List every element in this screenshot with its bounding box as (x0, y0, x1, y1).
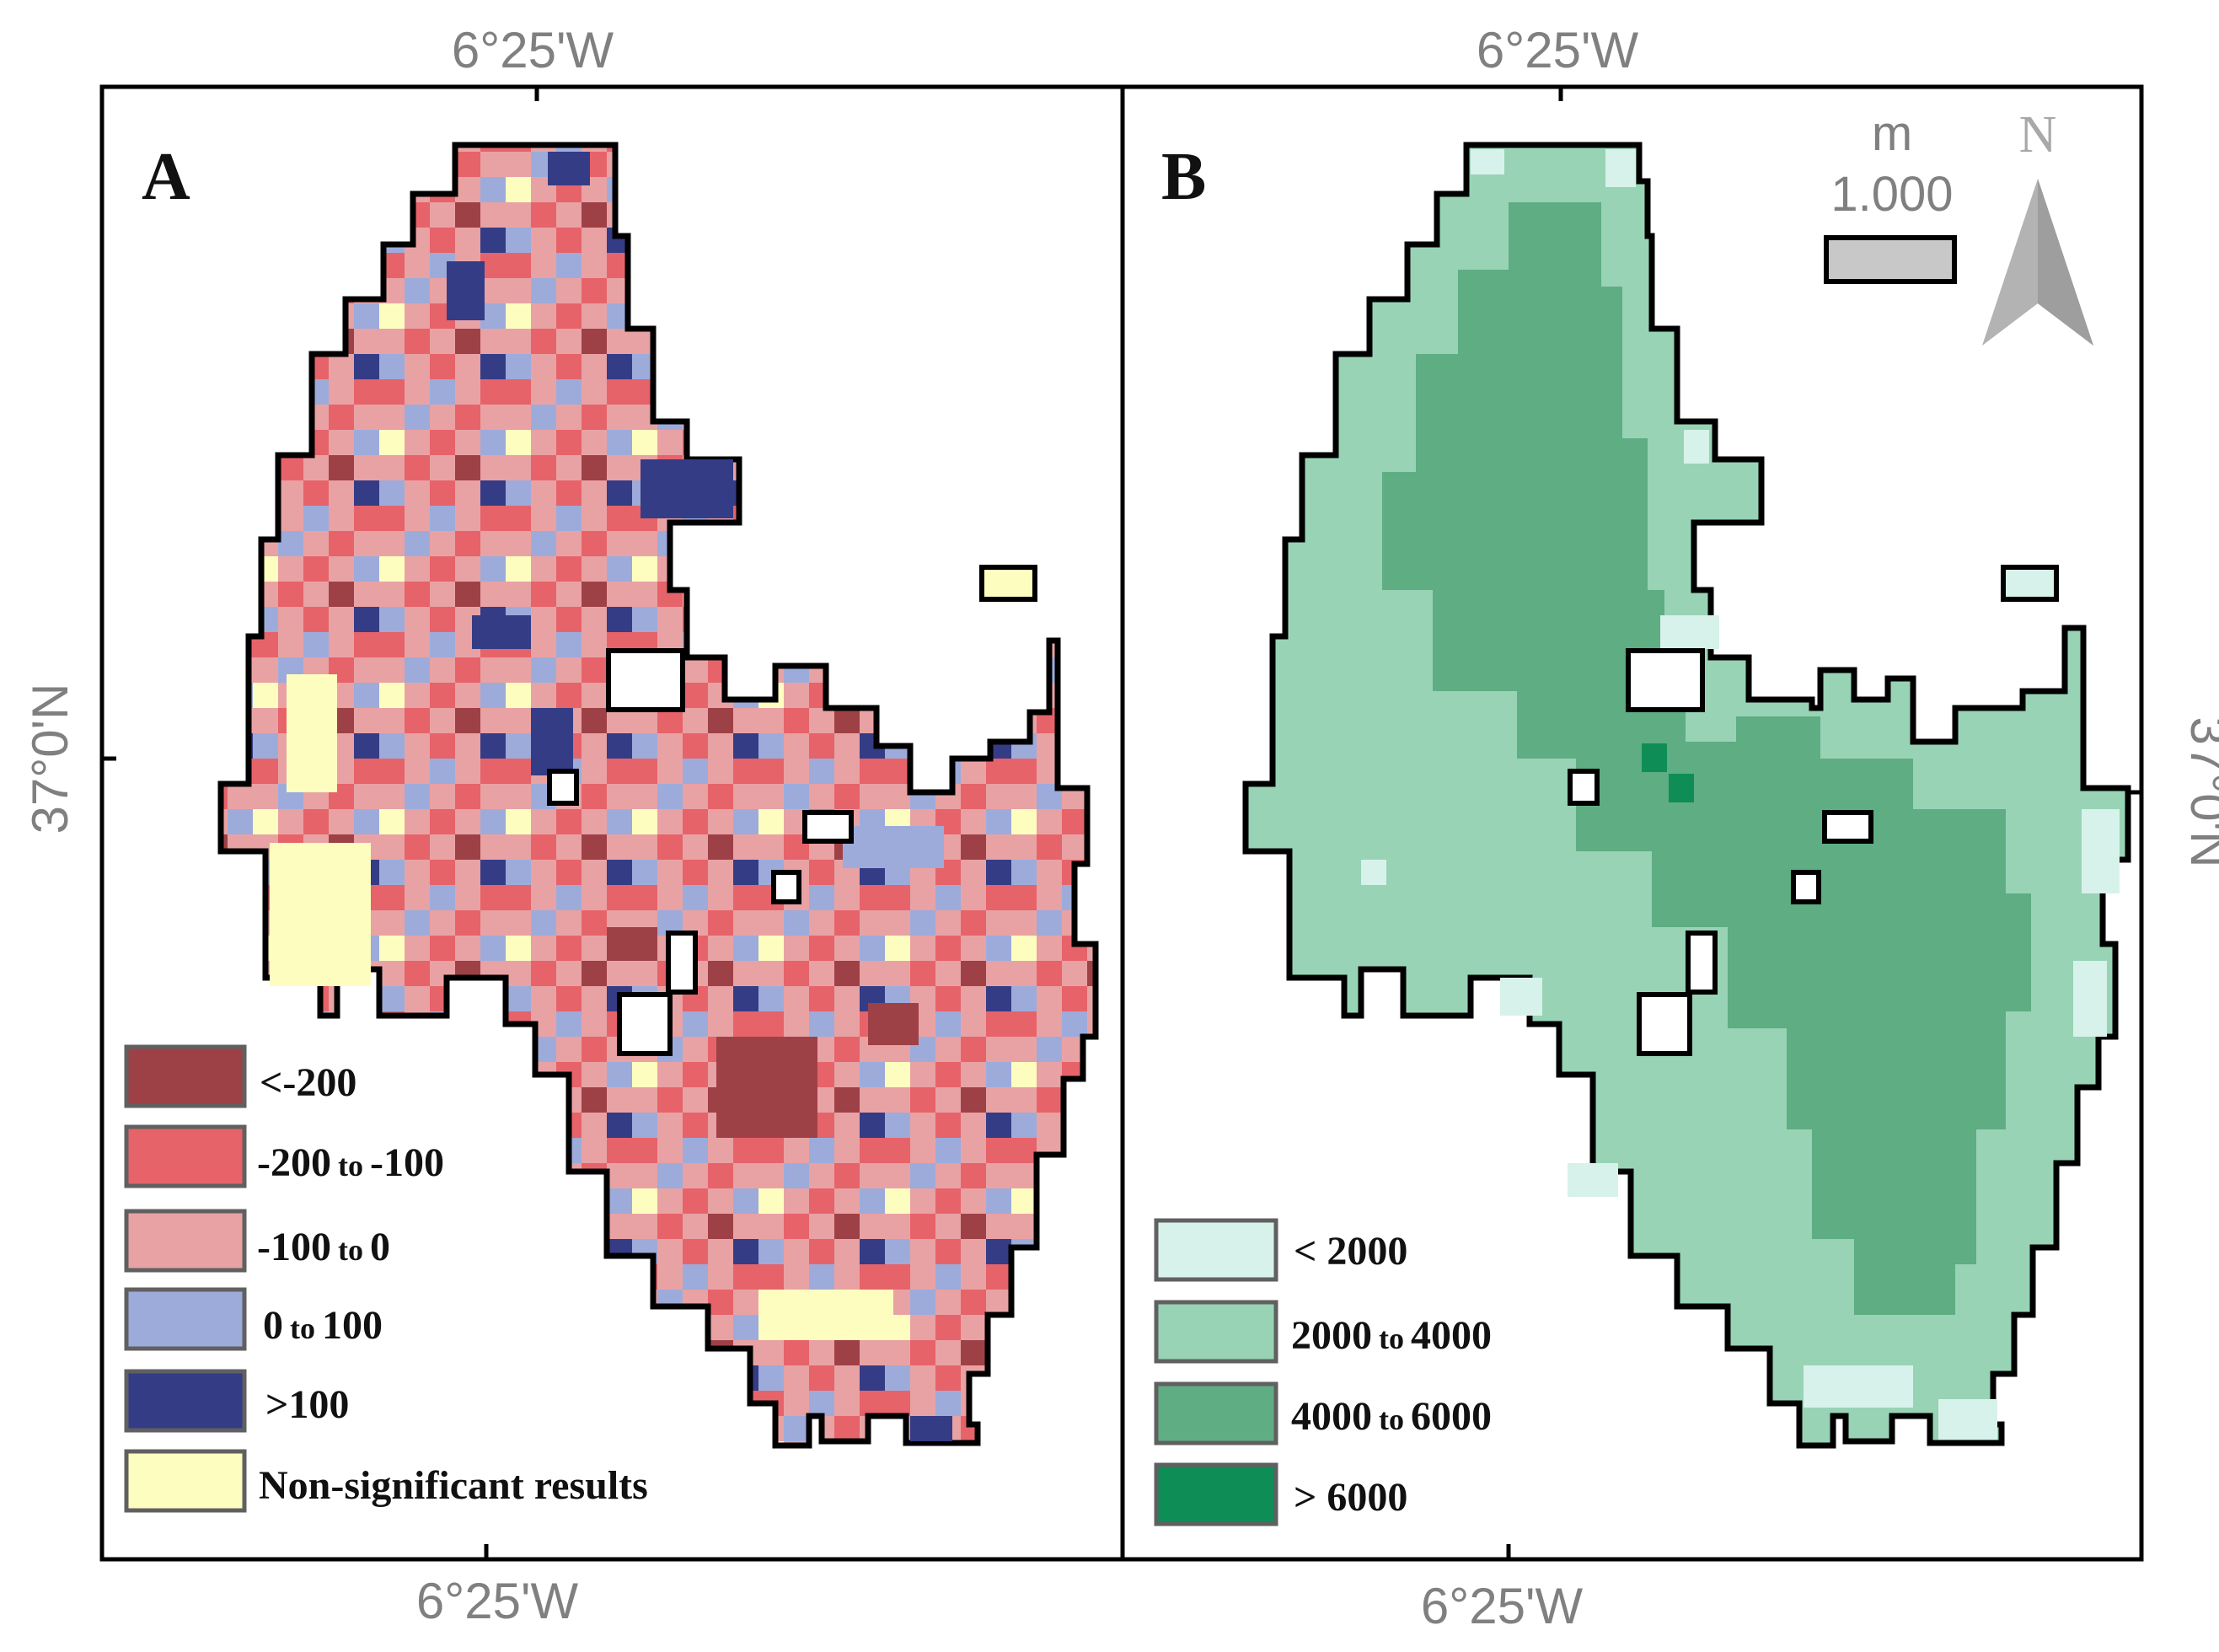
panel-b-edge (1361, 860, 1386, 885)
legend-item-0-to-100: 0 to 100 (124, 1287, 383, 1351)
panel-b-bottom-lon-label: 6°25'W (1421, 1578, 1584, 1634)
legend-swatch (124, 1449, 247, 1513)
panel-a-map (217, 142, 1099, 1449)
legend-swatch (124, 1287, 247, 1351)
panel-b-legend: < 2000 2000 to 4000 4000 to 6000 > 6000 (1154, 1218, 1492, 1526)
panel-a-hole (617, 992, 673, 1056)
panel-b-peak (1642, 743, 1667, 772)
panel-a-patch (270, 843, 371, 986)
north-label: N (2019, 106, 2057, 164)
panel-b-edge (1684, 430, 1709, 464)
legend-swatch (124, 1124, 247, 1188)
legend-label: > 6000 (1294, 1475, 1407, 1520)
legend-swatch (1154, 1462, 1278, 1526)
panel-a-letter: A (142, 140, 190, 214)
panel-b-edge (2073, 961, 2107, 1037)
panel-a-patch (843, 826, 944, 868)
panel-a-top-lon-label: 6°25'W (452, 22, 614, 78)
panel-b-hole (1637, 992, 1692, 1056)
panel-b-hole (1791, 870, 1821, 904)
panel-a-patch (607, 927, 657, 961)
panel-a-patch (910, 1416, 952, 1441)
panel-a-island (979, 565, 1037, 602)
panel-b-hole (1626, 648, 1705, 712)
north-arrow-shade (2038, 179, 2093, 346)
legend-swatch (1154, 1300, 1278, 1364)
legend-item-4000-to-6000: 4000 to 6000 (1154, 1381, 1492, 1446)
panel-b-edge (2082, 809, 2120, 893)
panel-a-patch (472, 615, 531, 649)
panel-a-hole (771, 870, 801, 904)
panel-b-edge (1804, 1365, 1913, 1408)
panel-b-peak (1669, 774, 1694, 802)
panel-a-patch (531, 708, 573, 775)
panel-b-core (1382, 202, 2031, 1315)
panel-a-hole (606, 648, 685, 712)
panel-b-hole (1822, 810, 1873, 844)
panel-a-legend: <-200 -200 to -100 -100 to 0 0 to 100 >100 Non… (124, 1044, 648, 1513)
legend-item-2000-to-4000: 2000 to 4000 (1154, 1300, 1492, 1364)
scale-bar: m 1.000 (1824, 106, 1957, 284)
north-arrow: N (1982, 106, 2093, 346)
scale-bar-box (1824, 235, 1957, 284)
legend-label: -200 to -100 (257, 1140, 444, 1185)
panel-b-map (1242, 142, 2131, 1449)
legend-label: -100 to 0 (257, 1225, 390, 1269)
panel-b-edge (1605, 149, 1636, 187)
legend-swatch (124, 1369, 247, 1433)
legend-item-gt-100: >100 (124, 1369, 349, 1433)
panel-a-left-lat-label: 37°0'N (22, 684, 78, 834)
panel-b-edge (1938, 1399, 1997, 1440)
legend-label: 0 to 100 (263, 1303, 383, 1348)
panel-a-patch (716, 1037, 817, 1138)
legend-label: 2000 to 4000 (1291, 1313, 1492, 1358)
panel-b-hole (1686, 931, 1718, 995)
panel-b-letter: B (1161, 140, 1206, 214)
legend-swatch (124, 1209, 247, 1273)
legend-swatch (1154, 1218, 1278, 1282)
panel-a-patch (868, 1003, 919, 1045)
legend-swatch (124, 1044, 247, 1108)
legend-item-lt-2000: < 2000 (1154, 1218, 1407, 1282)
panel-a-patch (447, 261, 485, 320)
legend-item-100-to-0: -100 to 0 (124, 1209, 390, 1273)
panel-b-hole (1568, 769, 1600, 806)
panel-a-hole (666, 931, 698, 995)
panel-b-top-lon-label: 6°25'W (1477, 22, 1639, 78)
panel-a-patch (641, 459, 733, 518)
panel-a-patch (287, 674, 337, 792)
panel-a-region (217, 142, 1099, 1449)
legend-item-200-to-100: -200 to -100 (124, 1124, 444, 1188)
legend-label: Non-significant results (259, 1463, 648, 1508)
legend-swatch (1154, 1381, 1278, 1446)
panel-b-edge (1471, 149, 1504, 174)
panel-a-patch (758, 1290, 893, 1340)
panel-b-edge (1568, 1163, 1618, 1197)
panel-b-edge (1660, 615, 1719, 649)
panel-b-edge (1500, 978, 1542, 1016)
legend-label: <-200 (260, 1060, 356, 1105)
panel-b-island (2001, 565, 2059, 602)
legend-label: 4000 to 6000 (1291, 1394, 1492, 1439)
panel-a-hole (547, 769, 579, 806)
legend-label: < 2000 (1294, 1229, 1407, 1274)
panel-b-frame (1120, 84, 2144, 1562)
legend-label: >100 (265, 1382, 349, 1427)
panel-b-right-lat-label: 37°0'N (2180, 717, 2219, 868)
panel-a-hole (802, 810, 854, 844)
scale-unit: m (1872, 106, 1912, 161)
legend-item-lt-200: <-200 (124, 1044, 356, 1108)
legend-item-non-significant: Non-significant results (124, 1449, 648, 1513)
panel-a-bottom-lon-label: 6°25'W (416, 1573, 579, 1629)
scale-value: 1.000 (1830, 167, 1953, 222)
legend-item-gt-6000: > 6000 (1154, 1462, 1407, 1526)
panel-a-patch (548, 152, 590, 185)
